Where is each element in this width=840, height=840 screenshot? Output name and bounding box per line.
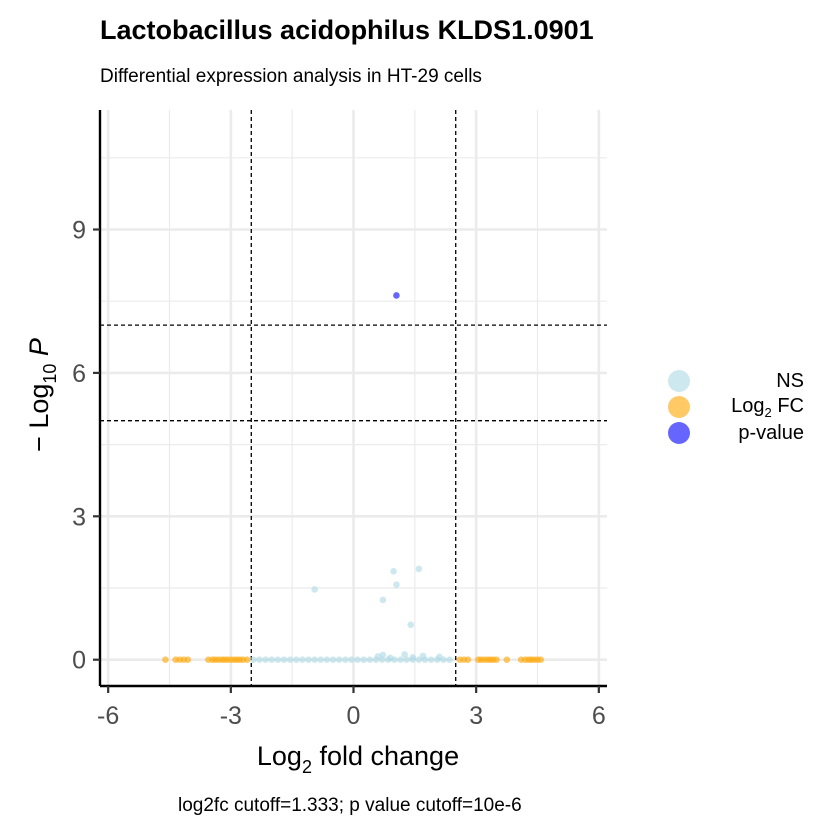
point-ns	[409, 654, 417, 661]
cutoff-lines	[100, 110, 607, 686]
point-ns	[386, 654, 394, 662]
x-tick-label: 3	[469, 702, 483, 730]
point-ns	[415, 565, 423, 573]
data-points	[162, 292, 545, 664]
point-ns	[379, 596, 387, 604]
point-p-value	[393, 292, 400, 299]
x-axis-title: Log2 fold change	[257, 741, 459, 777]
point-ns	[256, 656, 263, 664]
legend-item-log2fc: Log2 FC	[664, 394, 804, 420]
point-ns	[407, 621, 415, 629]
legend-item-ns: NS	[664, 368, 804, 394]
point-ns	[354, 656, 361, 664]
point-log2-fc	[503, 656, 511, 664]
caption: log2fc cutoff=1.333; p value cutoff=10e-…	[178, 795, 522, 816]
point-ns	[403, 656, 410, 664]
point-ns	[280, 656, 288, 664]
point-ns	[299, 656, 306, 664]
legend-label-log2fc: Log2 FC	[731, 394, 804, 420]
point-ns	[262, 656, 269, 664]
point-ns	[379, 651, 387, 659]
point-ns	[360, 656, 368, 664]
point-log2-fc	[464, 656, 472, 664]
point-ns	[348, 656, 355, 664]
point-ns	[390, 567, 397, 575]
point-ns	[427, 656, 435, 664]
point-ns	[268, 656, 276, 664]
axes: -6 -3 0 3 6 0 3 6 9	[72, 110, 607, 730]
point-ns	[446, 656, 453, 664]
chart-subtitle: Differential expression analysis in HT-2…	[100, 66, 482, 87]
point-log2-fc	[162, 656, 169, 664]
legend-label-pvalue: p-value	[738, 421, 804, 444]
point-ns	[286, 656, 294, 664]
point-log2-fc	[537, 656, 545, 664]
point-ns	[250, 656, 257, 664]
legend: NS Log2 FC p-value	[664, 368, 804, 446]
x-tick-label: -6	[97, 702, 119, 730]
point-ns	[323, 656, 331, 664]
legend-item-pvalue: p-value	[664, 420, 804, 446]
x-tick-label: 6	[592, 702, 606, 730]
point-ns	[311, 586, 318, 593]
x-tick-label: -3	[220, 702, 242, 730]
x-tick-label: 0	[347, 702, 361, 730]
point-ns	[317, 656, 325, 664]
y-tick-label: 3	[72, 503, 86, 531]
y-axis-title: − Log10 P	[24, 338, 60, 452]
point-log2-fc	[184, 656, 192, 664]
point-ns	[342, 656, 349, 664]
chart-title: Lactobacillus acidophilus KLDS1.0901	[100, 15, 594, 45]
legend-key-ns	[668, 370, 690, 392]
y-tick-label: 9	[72, 217, 86, 245]
point-ns	[436, 653, 443, 661]
point-ns	[401, 651, 408, 658]
point-ns	[305, 656, 312, 664]
point-ns	[419, 652, 427, 660]
y-tick-label: 6	[72, 360, 86, 388]
point-log2-fc	[493, 656, 500, 664]
point-ns	[292, 656, 300, 664]
point-ns	[335, 656, 343, 664]
legend-key-pvalue	[668, 422, 690, 444]
point-ns	[329, 656, 337, 664]
point-ns	[274, 656, 282, 664]
point-log2-fc	[243, 656, 251, 664]
legend-label-ns: NS	[776, 369, 804, 392]
legend-key-log2fc	[668, 396, 690, 418]
point-ns	[397, 656, 404, 664]
point-ns	[311, 656, 318, 664]
grid	[100, 110, 607, 686]
y-tick-label: 0	[72, 647, 86, 675]
point-ns	[366, 656, 374, 664]
point-ns	[393, 581, 400, 588]
